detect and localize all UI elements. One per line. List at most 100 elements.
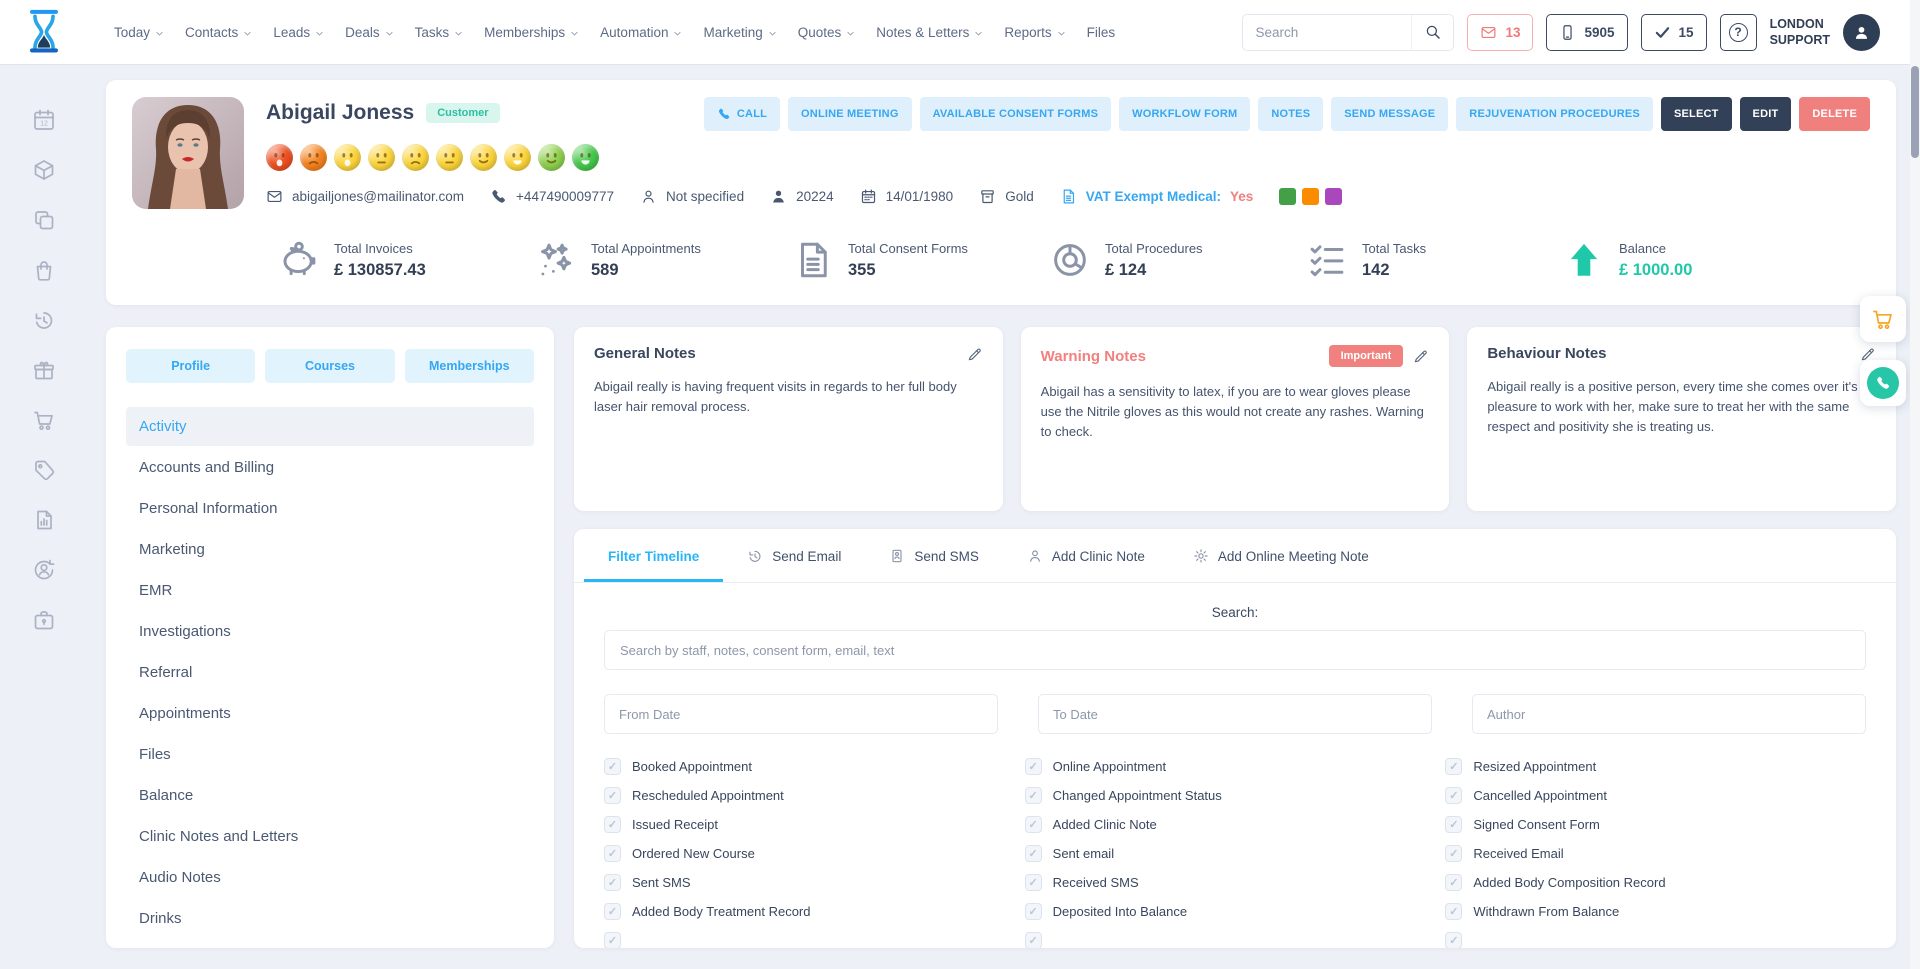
mail-badge[interactable]: 13 <box>1467 13 1534 51</box>
checkbox-item[interactable]: Signed Consent Form <box>1445 814 1866 835</box>
checkbox-item[interactable]: Received Email <box>1445 843 1866 864</box>
mood-emoji-grin[interactable] <box>572 144 599 171</box>
nav-item[interactable]: Files <box>1086 24 1116 40</box>
checkbox[interactable] <box>1445 816 1463 833</box>
checkbox[interactable] <box>604 874 621 891</box>
checkbox[interactable] <box>1024 932 1042 948</box>
panel-tab[interactable]: Profile <box>126 349 256 383</box>
checkbox[interactable] <box>604 787 621 804</box>
checkbox-item[interactable]: Resized Appointment <box>1445 756 1866 777</box>
checkbox-item[interactable] <box>604 930 1025 948</box>
checkbox[interactable] <box>1445 874 1463 891</box>
timeline-tab[interactable]: Send SMS <box>865 529 1003 582</box>
checkbox-item[interactable]: Ordered New Course <box>604 843 1025 864</box>
checkbox[interactable] <box>1024 816 1042 833</box>
nav-item[interactable]: Quotes <box>798 25 856 40</box>
mood-emoji-smile[interactable] <box>470 144 497 171</box>
app-logo[interactable] <box>0 9 88 55</box>
checkbox-item[interactable]: Rescheduled Appointment <box>604 785 1025 806</box>
checkbox[interactable] <box>604 758 621 775</box>
search-button[interactable] <box>1411 14 1453 50</box>
mood-emoji-flat[interactable] <box>436 144 463 171</box>
calendar-icon[interactable]: 12 <box>32 108 56 132</box>
panel-menu-item[interactable]: Referral <box>139 664 193 681</box>
panel-menu-item[interactable]: Audio Notes <box>139 869 221 886</box>
checkbox[interactable] <box>604 903 621 920</box>
checkbox-item[interactable]: Received SMS <box>1024 872 1446 893</box>
checkbox-item[interactable]: Booked Appointment <box>604 756 1025 777</box>
checkbox[interactable] <box>1024 845 1042 862</box>
panel-menu-item[interactable]: Clinic Notes and Letters <box>139 828 299 845</box>
tags-icon[interactable] <box>32 458 56 482</box>
checkbox-item[interactable]: Issued Receipt <box>604 814 1025 835</box>
copy-icon[interactable] <box>32 208 56 232</box>
checkbox-item[interactable]: Sent email <box>1024 843 1446 864</box>
checkbox-item[interactable]: Added Clinic Note <box>1024 814 1446 835</box>
nav-item[interactable]: Memberships <box>484 25 579 40</box>
action-button[interactable]: CALL <box>703 97 781 131</box>
panel-menu-item[interactable]: Balance <box>139 787 194 804</box>
mood-emoji-osad[interactable] <box>334 144 361 171</box>
mood-emoji-frown[interactable] <box>402 144 429 171</box>
timeline-tab[interactable]: Add Online Meeting Note <box>1169 529 1393 582</box>
checkbox-item[interactable]: Added Body Treatment Record <box>604 901 1025 922</box>
panel-menu-item[interactable]: EMR <box>139 582 173 599</box>
filter-input[interactable] <box>604 694 998 734</box>
timeline-tab[interactable]: Add Clinic Note <box>1003 529 1169 582</box>
panel-menu-item[interactable]: Marketing <box>139 541 205 558</box>
checkbox-item[interactable]: Online Appointment <box>1024 756 1446 777</box>
checkbox[interactable] <box>1445 932 1463 948</box>
checkbox[interactable] <box>1024 903 1042 920</box>
edit-pencil-icon[interactable] <box>967 346 983 362</box>
search-input[interactable] <box>1243 24 1412 40</box>
checkbox-item[interactable] <box>1024 930 1446 948</box>
checkbox[interactable] <box>604 816 621 833</box>
nav-item[interactable]: Reports <box>1004 25 1065 40</box>
panel-menu-item[interactable]: Investigations <box>139 623 231 640</box>
checkbox[interactable] <box>1445 758 1463 775</box>
mood-emoji-smile[interactable] <box>538 144 565 171</box>
floating-cart-button[interactable] <box>1860 296 1906 342</box>
checkbox-item[interactable]: Cancelled Appointment <box>1445 785 1866 806</box>
action-button[interactable]: WORKFLOW FORM <box>1119 97 1251 131</box>
edit-pencil-icon[interactable] <box>1413 348 1429 364</box>
checkbox-item[interactable]: Withdrawn From Balance <box>1445 901 1866 922</box>
help-button[interactable]: ? <box>1719 13 1757 51</box>
edit-pencil-icon[interactable] <box>1860 346 1876 362</box>
mood-emoji-frown[interactable] <box>300 144 327 171</box>
action-button[interactable]: SELECT <box>1660 97 1732 131</box>
filter-input[interactable] <box>1038 694 1432 734</box>
action-button[interactable]: ONLINE MEETING <box>788 97 912 131</box>
action-button[interactable]: NOTES <box>1258 97 1324 131</box>
checkbox[interactable] <box>1445 845 1463 862</box>
panel-menu-item[interactable]: Activity <box>126 407 534 446</box>
timeline-tab[interactable]: Filter Timeline <box>584 529 724 582</box>
checkbox[interactable] <box>1445 787 1463 804</box>
checkbox[interactable] <box>1445 903 1463 920</box>
history-icon[interactable] <box>32 308 56 332</box>
nav-item[interactable]: Contacts <box>185 25 252 40</box>
checkbox[interactable] <box>604 932 621 948</box>
panel-tab[interactable]: Memberships <box>404 349 534 383</box>
floating-call-button[interactable] <box>1860 360 1906 406</box>
timeline-search-input[interactable] <box>604 630 1866 670</box>
panel-tab[interactable]: Courses <box>265 349 395 383</box>
cart-icon[interactable] <box>32 408 56 432</box>
checkbox-item[interactable]: Added Body Composition Record <box>1445 872 1866 893</box>
checkbox[interactable] <box>604 845 621 862</box>
gift-icon[interactable] <box>32 358 56 382</box>
nav-item[interactable]: Leads <box>273 25 324 40</box>
panel-menu-item[interactable]: Personal Information <box>139 500 278 517</box>
checkbox-item[interactable]: Sent SMS <box>604 872 1025 893</box>
action-button[interactable]: AVAILABLE CONSENT FORMS <box>919 97 1112 131</box>
action-button[interactable]: DELETE <box>1799 97 1870 131</box>
action-button[interactable]: EDIT <box>1739 97 1792 131</box>
checkbox[interactable] <box>1024 787 1042 804</box>
report-icon[interactable] <box>32 508 56 532</box>
nav-item[interactable]: Deals <box>345 25 394 40</box>
scrollbar-thumb[interactable] <box>1911 66 1919 158</box>
action-button[interactable]: SEND MESSAGE <box>1331 97 1449 131</box>
user-avatar[interactable] <box>1843 13 1880 51</box>
checkbox-item[interactable] <box>1445 930 1866 948</box>
action-button[interactable]: REJUVENATION PROCEDURES <box>1456 97 1653 131</box>
